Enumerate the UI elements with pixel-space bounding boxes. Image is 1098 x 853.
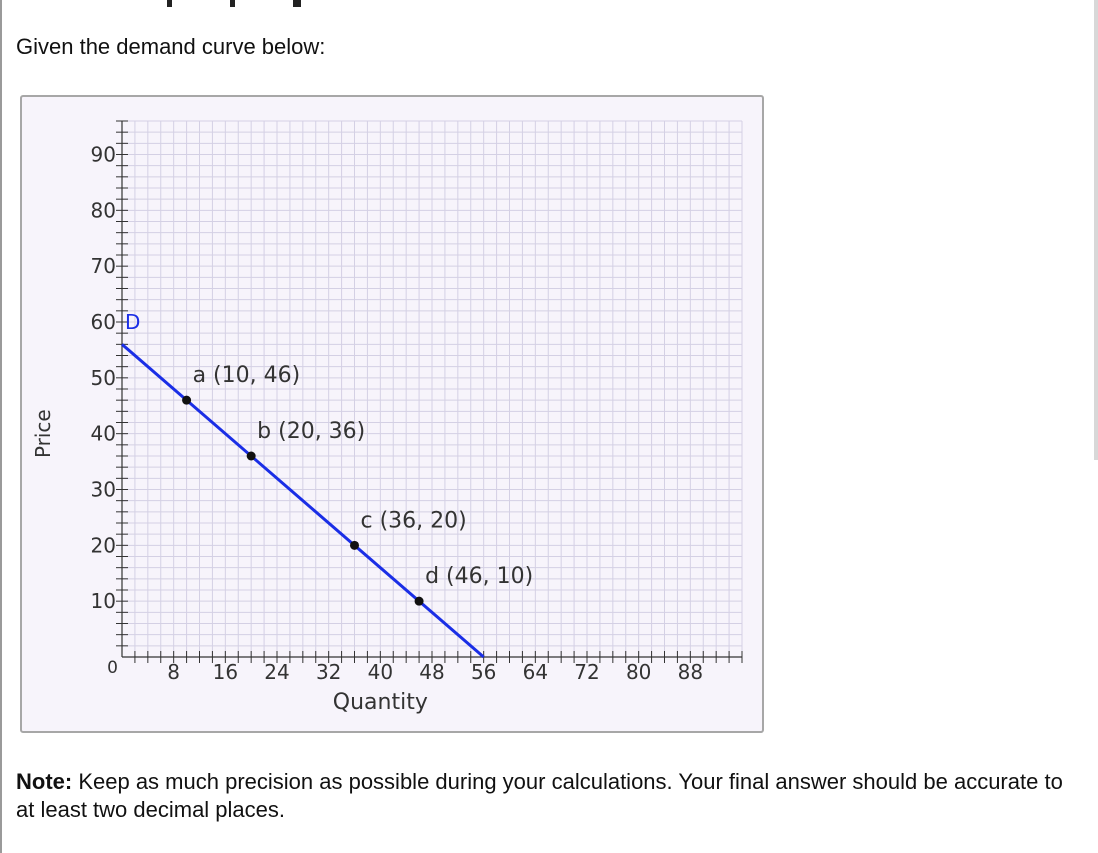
x-tick-label: 80 [626,660,651,684]
point-label: b (20, 36) [257,419,365,444]
point-label: a (10, 46) [193,363,301,388]
left-border [0,0,2,853]
x-tick-label: 72 [574,660,599,684]
x-tick-label: 64 [523,660,548,684]
point-marker [182,395,192,405]
y-tick-label: 30 [91,478,116,502]
note-label: Note: [16,769,73,794]
scrollbar[interactable] [1094,0,1098,460]
x-tick-label: 16 [213,660,238,684]
y-tick-label: 90 [91,143,116,167]
y-tick-label: 40 [91,422,116,446]
y-tick-label: 10 [91,589,116,613]
x-tick-label: 88 [678,660,703,684]
point-marker [414,596,424,606]
x-tick-label: 40 [368,660,393,684]
y-axis-label: Price [31,409,55,458]
demand-chart: 8 16 24 32 40 48 56 64 72 80 88 10 20 30 40 50 60 70 80 90 0… [20,95,764,733]
y-tick-label: 80 [91,198,116,222]
point-label: d (46, 10) [425,564,533,589]
series-label: D [125,310,140,334]
point-label: c (36, 20) [361,508,467,533]
x-axis-label: Quantity [333,690,428,715]
chart-svg: 8 16 24 32 40 48 56 64 72 80 88 10 20 30 40 50 60 70 80 90 0… [31,120,743,715]
demand-curve [121,343,485,659]
y-tick-label: 70 [91,254,116,278]
x-tick-label: 56 [471,660,496,684]
y-tick-label: 50 [91,366,116,390]
x-tick-label: 48 [419,660,444,684]
note-paragraph: Note: Keep as much precision as possible… [16,768,1076,824]
x-tick-label: 32 [316,660,341,684]
origin-label: 0 [107,658,118,678]
point-marker [350,540,359,550]
x-tick-label: 24 [264,660,289,684]
note-text: Keep as much precision as possible durin… [16,769,1063,822]
top-cutoff-marks [0,0,400,10]
y-tick-label: 60 [91,310,116,334]
y-tick-label: 20 [91,533,116,557]
question-prompt: Given the demand curve below: [16,34,326,59]
x-tick-label: 8 [167,660,180,684]
point-marker [246,451,256,461]
